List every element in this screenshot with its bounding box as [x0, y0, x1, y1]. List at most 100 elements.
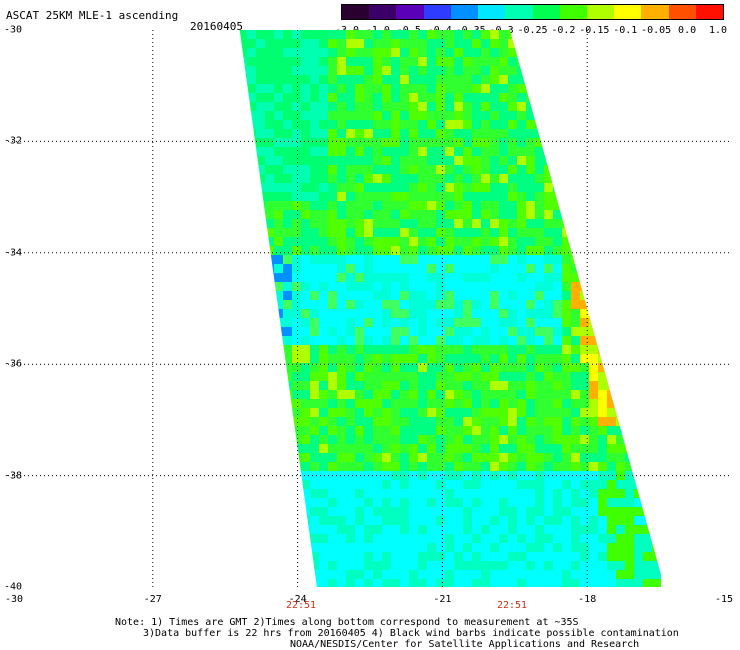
- swath-cell: [382, 300, 391, 309]
- swath-cell: [427, 399, 436, 408]
- swath-cell: [247, 498, 256, 507]
- swath-cell: [490, 237, 499, 246]
- swath-cell: [454, 435, 463, 444]
- swath-cell: [562, 390, 571, 399]
- swath-cell: [337, 102, 346, 111]
- swath-cell: [580, 498, 589, 507]
- swath-cell: [553, 516, 562, 525]
- swath-cell: [580, 435, 589, 444]
- swath-cell: [625, 237, 634, 246]
- swath-cell: [616, 534, 625, 543]
- swath-cell: [634, 228, 643, 237]
- swath-cell: [580, 48, 589, 57]
- swath-cell: [535, 174, 544, 183]
- swath-cell: [373, 237, 382, 246]
- swath-cell: [346, 534, 355, 543]
- swath-cell: [301, 516, 310, 525]
- swath-cell: [220, 66, 229, 75]
- swath-cell: [625, 138, 634, 147]
- swath-cell: [526, 210, 535, 219]
- swath-cell: [239, 129, 247, 138]
- swath-cell: [409, 147, 418, 156]
- swath-cell: [337, 84, 346, 93]
- swath-cell: [598, 210, 607, 219]
- swath-cell: [463, 102, 472, 111]
- swath-cell: [319, 210, 328, 219]
- swath-cell: [292, 525, 301, 534]
- swath-cell: [589, 480, 598, 489]
- swath-cell: [526, 435, 535, 444]
- swath-cell: [553, 246, 562, 255]
- swath-cell: [409, 354, 418, 363]
- swath-cell: [517, 543, 526, 552]
- swath-cell: [517, 354, 526, 363]
- swath-cell: [553, 165, 562, 174]
- swath-cell: [463, 291, 472, 300]
- swath-cell: [643, 192, 652, 201]
- swath-cell: [229, 255, 238, 264]
- swath-cell: [220, 165, 229, 174]
- swath-cell: [328, 264, 337, 273]
- swath-cell: [562, 498, 571, 507]
- swath-cell: [490, 174, 499, 183]
- swath-cell: [283, 102, 292, 111]
- swath-cell: [499, 462, 508, 471]
- swath-cell: [508, 255, 517, 264]
- colorbar-swatch: [369, 5, 397, 19]
- swath-cell: [319, 246, 328, 255]
- swath-cell: [454, 219, 463, 228]
- swath-cell: [634, 381, 643, 390]
- swath-cell: [607, 300, 616, 309]
- swath-cell: [328, 75, 337, 84]
- swath-cell: [427, 255, 436, 264]
- swath-cell: [517, 66, 526, 75]
- swath-cell: [418, 210, 427, 219]
- swath-cell: [553, 183, 562, 192]
- swath-cell: [247, 579, 256, 587]
- swath-cell: [526, 57, 535, 66]
- swath-cell: [256, 84, 265, 93]
- swath-cell: [301, 102, 310, 111]
- swath-cell: [454, 525, 463, 534]
- swath-cell: [553, 390, 562, 399]
- swath-cell: [463, 39, 472, 48]
- swath-cell: [337, 120, 346, 129]
- swath-cell: [508, 399, 517, 408]
- swath-cell: [274, 147, 283, 156]
- swath-cell: [562, 30, 571, 39]
- swath-cell: [427, 291, 436, 300]
- swath-cell: [355, 147, 364, 156]
- swath-cell: [301, 426, 310, 435]
- swath-cell: [337, 336, 346, 345]
- swath-cell: [589, 426, 598, 435]
- swath-cell: [625, 48, 634, 57]
- swath-cell: [463, 48, 472, 57]
- swath-cell: [472, 408, 481, 417]
- swath-cell: [445, 246, 454, 255]
- swath-cell: [418, 300, 427, 309]
- swath-cell: [301, 75, 310, 84]
- swath-cell: [229, 489, 238, 498]
- swath-cell: [589, 30, 598, 39]
- swath-cell: [292, 75, 301, 84]
- swath-cell: [607, 165, 616, 174]
- swath-cell: [454, 543, 463, 552]
- swath-cell: [517, 408, 526, 417]
- swath-cell: [481, 219, 490, 228]
- swath-cell: [328, 435, 337, 444]
- swath-cell: [239, 507, 247, 516]
- swath-cell: [472, 237, 481, 246]
- swath-cell: [517, 426, 526, 435]
- swath-cell: [535, 57, 544, 66]
- swath-cell: [571, 291, 580, 300]
- swath-cell: [643, 111, 652, 120]
- swath-cell: [364, 417, 373, 426]
- swath-cell: [346, 426, 355, 435]
- swath-cell: [517, 381, 526, 390]
- swath-cell: [553, 138, 562, 147]
- swath-cell: [301, 111, 310, 120]
- swath-cell: [454, 273, 463, 282]
- swath-cell: [625, 336, 634, 345]
- swath-cell: [508, 327, 517, 336]
- swath-cell: [454, 570, 463, 579]
